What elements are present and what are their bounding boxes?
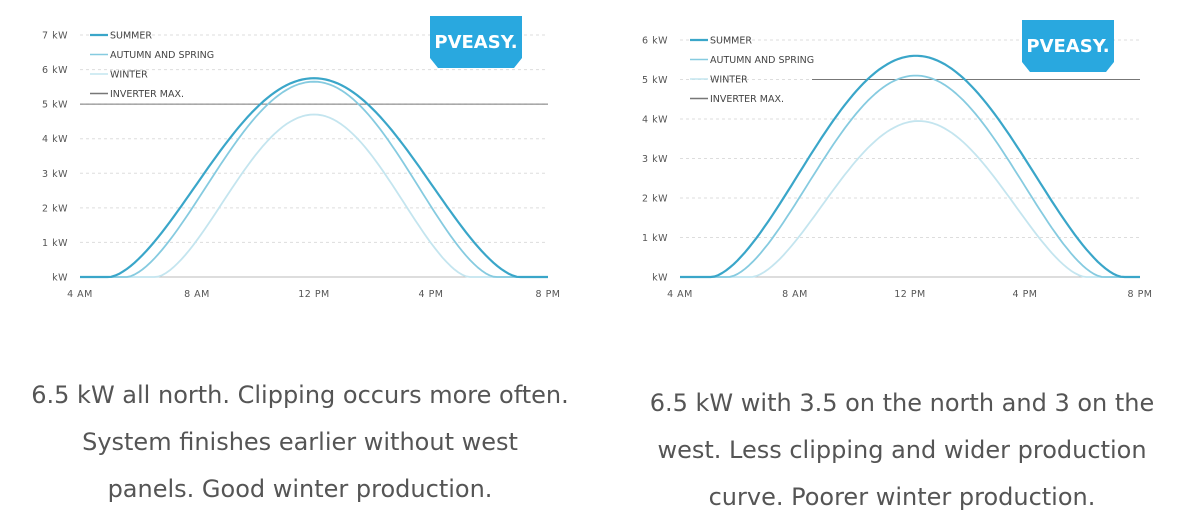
caption-right-line-3: curve. Poorer winter production. xyxy=(708,483,1096,511)
logo-text: PVEASY. xyxy=(434,32,517,53)
legend-label: INVERTER MAX. xyxy=(110,89,184,100)
y-tick-label: 1 kW xyxy=(42,238,68,249)
y-tick-label: 3 kW xyxy=(42,169,68,180)
x-tick-label: 4 PM xyxy=(1013,289,1038,300)
x-tick-label: 4 AM xyxy=(67,289,93,300)
legend-label: SUMMER xyxy=(710,36,752,47)
y-tick-label: 5 kW xyxy=(42,100,68,111)
series-line-autumn-and-spring xyxy=(680,74,1140,278)
y-tick-label: 2 kW xyxy=(642,194,668,205)
y-tick-label: 7 kW xyxy=(42,31,68,42)
caption-left-line-1: 6.5 kW all north. Clipping occurs more o… xyxy=(31,381,569,409)
legend-label: INVERTER MAX. xyxy=(710,94,784,105)
series-line-autumn-and-spring xyxy=(80,80,548,278)
production-chart-right: kW 1 kW 2 kW 3 kW 4 kW 5 kW 6 kW 4 AM 8 AM 12 PM 4… xyxy=(642,20,1153,300)
pveasy-logo: PVEASY. xyxy=(1022,20,1114,72)
y-tick-label: 4 kW xyxy=(42,134,68,145)
x-tick-label: 12 PM xyxy=(298,289,330,300)
legend-label: WINTER xyxy=(710,75,748,86)
x-tick-label: 4 AM xyxy=(667,289,693,300)
caption-right-line-1: 6.5 kW with 3.5 on the north and 3 on th… xyxy=(649,389,1155,417)
x-tick-label: 8 PM xyxy=(536,289,561,300)
legend-label: SUMMER xyxy=(110,31,152,42)
legend-label: AUTUMN AND SPRING xyxy=(110,50,214,61)
y-tick-label: 2 kW xyxy=(42,203,68,214)
y-tick-label: kW xyxy=(52,273,68,284)
caption-left-line-3: panels. Good winter production. xyxy=(107,475,493,503)
y-tick-label: 1 kW xyxy=(642,233,668,244)
y-tick-label: 6 kW xyxy=(42,65,68,76)
x-tick-label: 4 PM xyxy=(419,289,444,300)
logo-badge xyxy=(1022,20,1114,72)
series-line-summer xyxy=(680,54,1140,279)
series-line-winter xyxy=(80,113,548,278)
x-tick-label: 8 AM xyxy=(782,289,808,300)
pveasy-logo: PVEASY. xyxy=(430,16,522,68)
series-line-winter xyxy=(680,120,1140,278)
y-tick-label: 6 kW xyxy=(642,36,668,47)
chart-panel-left: kW 1 kW 2 kW 3 kW 4 kW 5 kW 6 kW 7 kW 4 AM 8 AM 12… xyxy=(10,16,590,513)
y-tick-label: 5 kW xyxy=(642,75,668,86)
legend-label: WINTER xyxy=(110,70,148,81)
chart-panel-right: kW 1 kW 2 kW 3 kW 4 kW 5 kW 6 kW 4 AM 8 AM 12 PM 4… xyxy=(600,0,1200,528)
legend-label: AUTUMN AND SPRING xyxy=(710,55,814,66)
y-tick-label: kW xyxy=(652,273,668,284)
caption-left-line-2: System finishes earlier without west xyxy=(82,428,518,456)
caption-right-line-2: west. Less clipping and wider production xyxy=(657,436,1147,464)
y-tick-label: 3 kW xyxy=(642,154,668,165)
logo-badge xyxy=(430,16,522,68)
caption-left: 6.5 kW all north. Clipping occurs more o… xyxy=(10,372,590,513)
x-tick-label: 8 AM xyxy=(184,289,210,300)
x-tick-label: 8 PM xyxy=(1128,289,1153,300)
production-chart-left: kW 1 kW 2 kW 3 kW 4 kW 5 kW 6 kW 7 kW 4 AM 8 AM 12… xyxy=(42,16,561,300)
x-tick-label: 12 PM xyxy=(894,289,926,300)
caption-right: 6.5 kW with 3.5 on the north and 3 on th… xyxy=(612,380,1192,521)
y-tick-label: 4 kW xyxy=(642,115,668,126)
series-line-summer xyxy=(80,77,548,279)
logo-text: PVEASY. xyxy=(1026,36,1109,57)
